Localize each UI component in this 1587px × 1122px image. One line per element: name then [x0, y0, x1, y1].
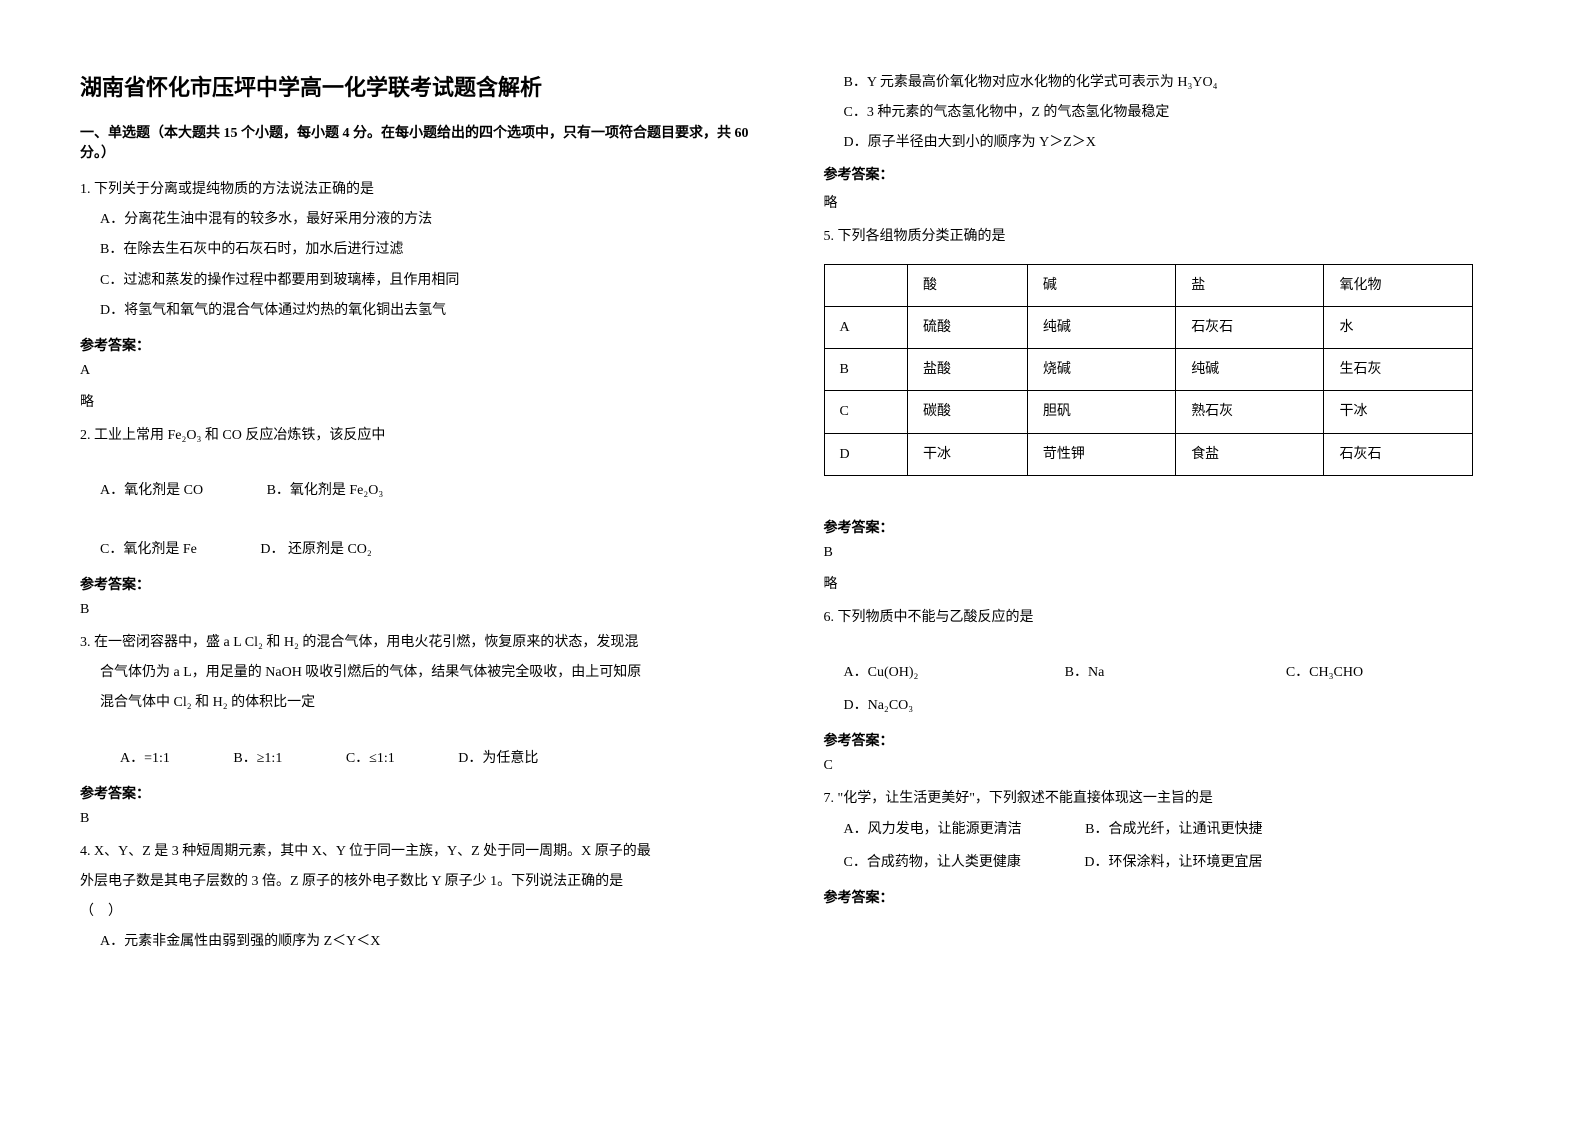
cell: 硫酸 [908, 306, 1028, 348]
q6-option-a: A．Cu(OH)₂ [844, 660, 1065, 685]
q7-answer-label: 参考答案： [824, 887, 1508, 907]
cell: 盐酸 [908, 349, 1028, 391]
th-2: 碱 [1027, 264, 1175, 306]
table-row: A 硫酸 纯碱 石灰石 水 [824, 306, 1472, 348]
q2-option-b: B．氧化剂是 Fe₂O₃ [267, 478, 384, 503]
q6-option-d: D．Na₂CO₃ [844, 693, 1508, 718]
q1-option-a: A．分离花生油中混有的较多水，最好采用分液的方法 [100, 207, 764, 232]
q2-option-d: D． 还原剂是 CO₂ [260, 537, 371, 562]
right-column: B．Y 元素最高价氧化物对应水化物的化学式可表示为 H₃YO₄ C．3 种元素的… [794, 70, 1538, 1082]
th-1: 酸 [908, 264, 1028, 306]
q2-options-row2: C．氧化剂是 Fe D． 还原剂是 CO₂ [100, 537, 764, 562]
q1-text: 1. 下列关于分离或提纯物质的方法说法正确的是 [80, 177, 764, 202]
q4-answer: 略 [824, 192, 1508, 212]
q6-option-b: B．Na [1065, 660, 1286, 685]
cell: 纯碱 [1176, 349, 1324, 391]
q5-answer-a: B [824, 545, 1508, 561]
q3-options: A．=1:1 B．≥1:1 C．≤1:1 D．为任意比 [120, 746, 764, 771]
left-column: 湖南省怀化市压坪中学高一化学联考试题含解析 一、单选题（本大题共 15 个小题，… [50, 70, 794, 1082]
question-2: 2. 工业上常用 Fe₂O₃ 和 CO 反应冶炼铁，该反应中 A．氧化剂是 CO… [80, 423, 764, 562]
cell: 干冰 [908, 433, 1028, 475]
th-3: 盐 [1176, 264, 1324, 306]
cell: 干冰 [1324, 391, 1472, 433]
q4-text2: 外层电子数是其电子层数的 3 倍。Z 原子的核外电子数比 Y 原子少 1。下列说… [80, 869, 764, 894]
q1-answer-b: 略 [80, 391, 764, 411]
q6-text: 6. 下列物质中不能与乙酸反应的是 [824, 605, 1508, 630]
q2-text: 2. 工业上常用 Fe₂O₃ 和 CO 反应冶炼铁，该反应中 [80, 423, 764, 448]
q1-option-d: D．将氢气和氧气的混合气体通过灼热的氧化铜出去氢气 [100, 298, 764, 323]
cell: A [824, 306, 908, 348]
q6-answer: C [824, 758, 1508, 774]
q5-answer-label: 参考答案： [824, 517, 1508, 537]
q7-option-d: D．环保涂料，让环境更宜居 [1084, 850, 1262, 875]
q3-text2: 合气体仍为 a L，用足量的 NaOH 吸收引燃后的气体，结果气体被完全吸收，由… [100, 660, 764, 685]
q6-answer-label: 参考答案： [824, 730, 1508, 750]
question-5: 5. 下列各组物质分类正确的是 酸 碱 盐 氧化物 A 硫酸 纯碱 石灰石 水 … [824, 224, 1508, 476]
q7-options-row1: A．风力发电，让能源更清洁 B．合成光纤，让通讯更快捷 [844, 817, 1508, 842]
cell: 胆矾 [1027, 391, 1175, 433]
q4-option-a: A．元素非金属性由弱到强的顺序为 Z＜Y＜X [100, 929, 764, 954]
q6-options-row1: A．Cu(OH)₂ B．Na C．CH₃CHO [844, 660, 1508, 685]
question-1: 1. 下列关于分离或提纯物质的方法说法正确的是 A．分离花生油中混有的较多水，最… [80, 177, 764, 323]
q7-options-row2: C．合成药物，让人类更健康 D．环保涂料，让环境更宜居 [844, 850, 1508, 875]
page-title: 湖南省怀化市压坪中学高一化学联考试题含解析 [80, 70, 764, 102]
q7-option-a: A．风力发电，让能源更清洁 [844, 817, 1022, 842]
th-4: 氧化物 [1324, 264, 1472, 306]
q3-answer-label: 参考答案： [80, 783, 764, 803]
q4-option-b: B．Y 元素最高价氧化物对应水化物的化学式可表示为 H₃YO₄ [844, 70, 1508, 95]
q2-option-c: C．氧化剂是 Fe [100, 537, 197, 562]
q7-text: 7. "化学，让生活更美好"，下列叙述不能直接体现这一主旨的是 [824, 786, 1508, 811]
cell: D [824, 433, 908, 475]
q3-option-b: B．≥1:1 [233, 746, 282, 771]
cell: 水 [1324, 306, 1472, 348]
q3-answer: B [80, 811, 764, 827]
q1-answer-label: 参考答案： [80, 335, 764, 355]
cell: 生石灰 [1324, 349, 1472, 391]
q1-answer-a: A [80, 363, 764, 379]
q4-text3: （ ） [80, 899, 764, 924]
cell: 熟石灰 [1176, 391, 1324, 433]
table-row: D 干冰 苛性钾 食盐 石灰石 [824, 433, 1472, 475]
cell: 石灰石 [1324, 433, 1472, 475]
cell: 烧碱 [1027, 349, 1175, 391]
cell: B [824, 349, 908, 391]
q7-option-b: B．合成光纤，让通讯更快捷 [1085, 817, 1262, 842]
table-row: C 碳酸 胆矾 熟石灰 干冰 [824, 391, 1472, 433]
q3-option-c: C．≤1:1 [346, 746, 395, 771]
q5-text: 5. 下列各组物质分类正确的是 [824, 224, 1508, 249]
q2-options-row1: A．氧化剂是 CO B．氧化剂是 Fe₂O₃ [100, 478, 764, 503]
cell: C [824, 391, 908, 433]
cell: 石灰石 [1176, 306, 1324, 348]
q2-option-a: A．氧化剂是 CO [100, 478, 203, 503]
q1-option-c: C．过滤和蒸发的操作过程中都要用到玻璃棒，且作用相同 [100, 268, 764, 293]
q6-option-c: C．CH₃CHO [1286, 660, 1507, 685]
q5-answer-b: 略 [824, 573, 1508, 593]
q3-option-a: A．=1:1 [120, 746, 170, 771]
question-4: 4. X、Y、Z 是 3 种短周期元素，其中 X、Y 位于同一主族，Y、Z 处于… [80, 839, 764, 955]
q4-option-d: D．原子半径由大到小的顺序为 Y＞Z＞X [844, 130, 1508, 155]
q3-text3: 混合气体中 Cl₂ 和 H₂ 的体积比一定 [100, 690, 764, 715]
q5-table: 酸 碱 盐 氧化物 A 硫酸 纯碱 石灰石 水 B 盐酸 烧碱 纯碱 生石灰 C [824, 264, 1473, 476]
q2-answer-label: 参考答案： [80, 574, 764, 594]
th-0 [824, 264, 908, 306]
table-row: B 盐酸 烧碱 纯碱 生石灰 [824, 349, 1472, 391]
question-7: 7. "化学，让生活更美好"，下列叙述不能直接体现这一主旨的是 A．风力发电，让… [824, 786, 1508, 875]
q4-option-c: C．3 种元素的气态氢化物中，Z 的气态氢化物最稳定 [844, 100, 1508, 125]
section-header: 一、单选题（本大题共 15 个小题，每小题 4 分。在每小题给出的四个选项中，只… [80, 122, 764, 162]
q4-text1: 4. X、Y、Z 是 3 种短周期元素，其中 X、Y 位于同一主族，Y、Z 处于… [80, 839, 764, 864]
cell: 纯碱 [1027, 306, 1175, 348]
cell: 苛性钾 [1027, 433, 1175, 475]
q4-answer-label: 参考答案： [824, 164, 1508, 184]
q7-option-c: C．合成药物，让人类更健康 [844, 850, 1021, 875]
question-6: 6. 下列物质中不能与乙酸反应的是 A．Cu(OH)₂ B．Na C．CH₃CH… [824, 605, 1508, 719]
q3-text1: 3. 在一密闭容器中，盛 a L Cl₂ 和 H₂ 的混合气体，用电火花引燃，恢… [80, 630, 764, 655]
question-3: 3. 在一密闭容器中，盛 a L Cl₂ 和 H₂ 的混合气体，用电火花引燃，恢… [80, 630, 764, 771]
q2-answer: B [80, 602, 764, 618]
q3-option-d: D．为任意比 [458, 746, 538, 771]
q1-option-b: B．在除去生石灰中的石灰石时，加水后进行过滤 [100, 237, 764, 262]
table-header-row: 酸 碱 盐 氧化物 [824, 264, 1472, 306]
cell: 碳酸 [908, 391, 1028, 433]
cell: 食盐 [1176, 433, 1324, 475]
